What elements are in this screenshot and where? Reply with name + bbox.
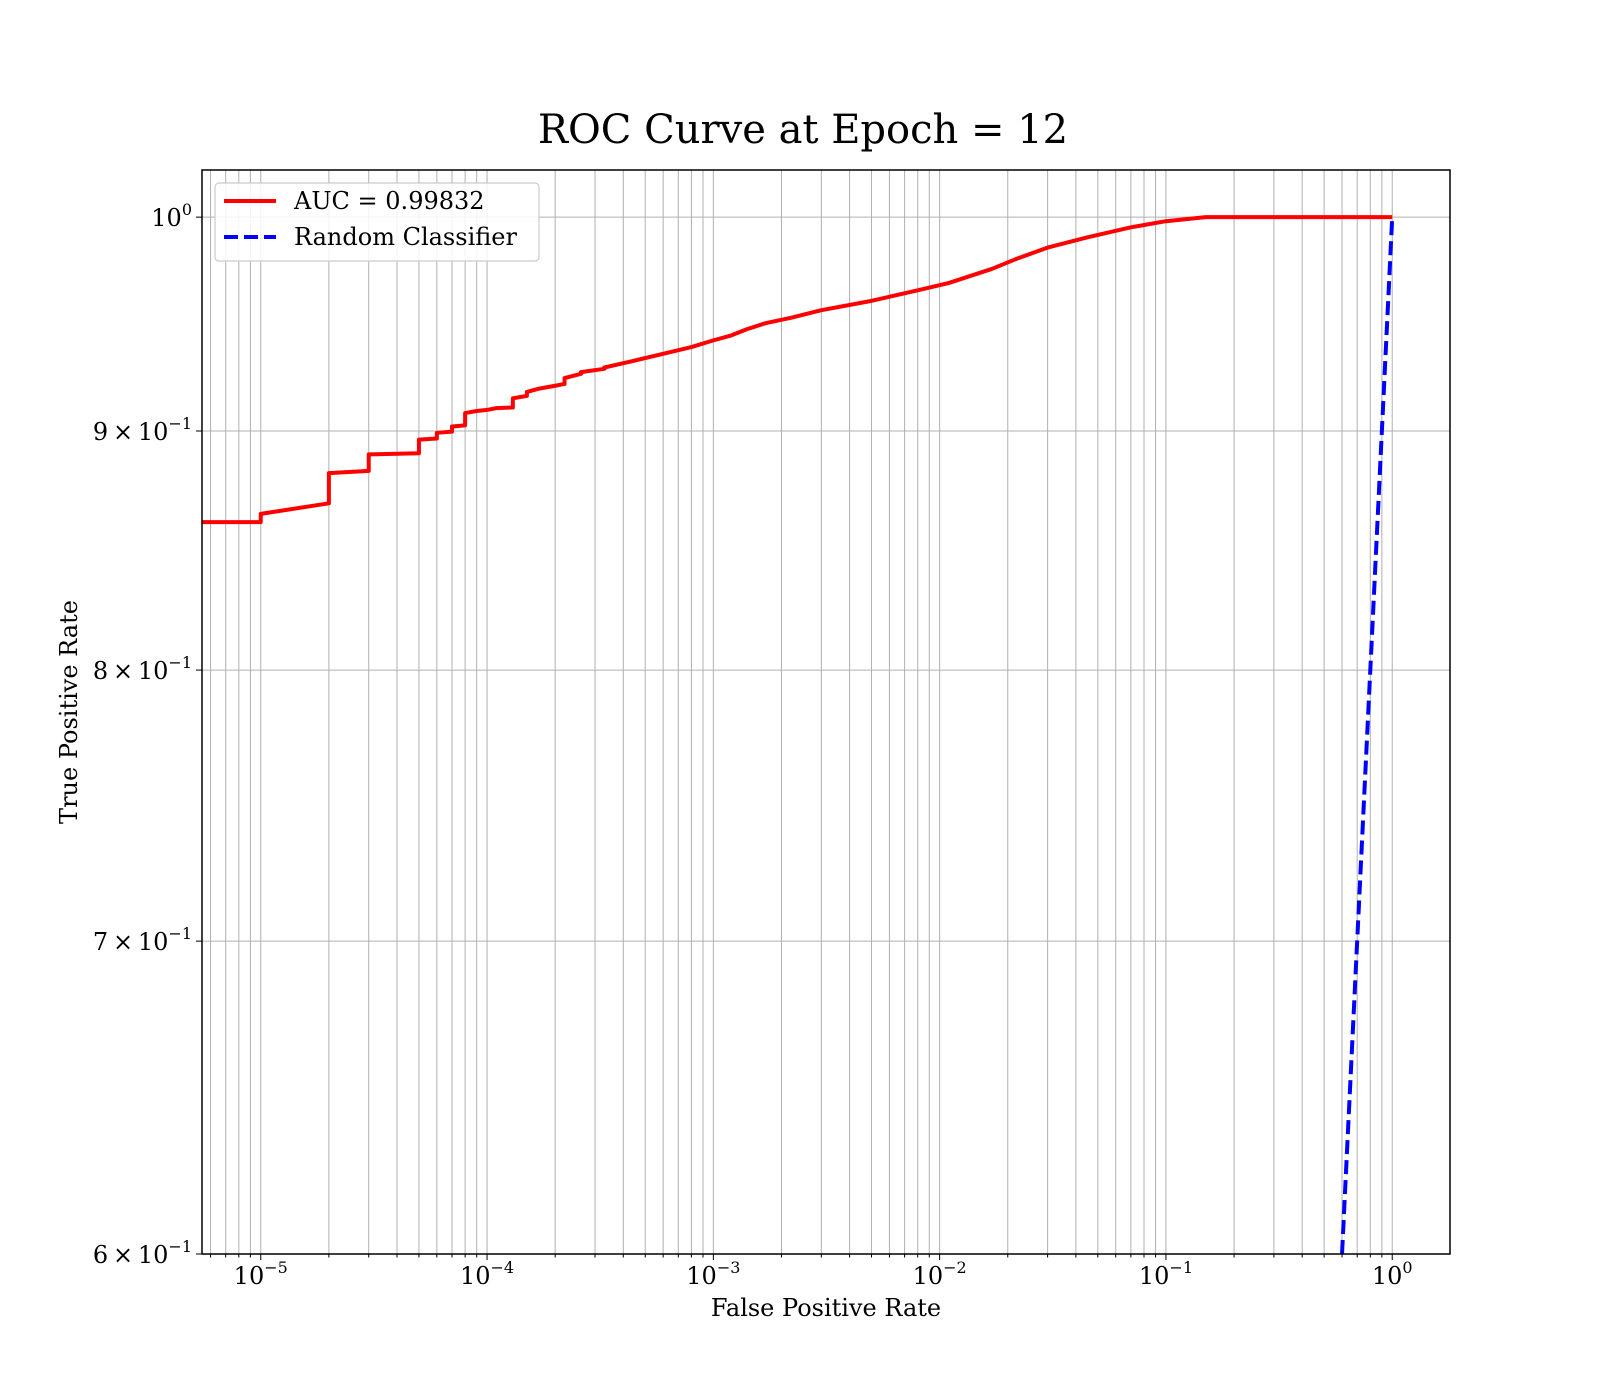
axis-ticks: 10−5 10−4 10−3 10−2 10−1 100 100 9 × 10−1 8 × 10… <box>93 200 1413 1290</box>
x-tick-label: 10−5 <box>234 1258 288 1290</box>
x-axis-label: False Positive Rate <box>711 1294 941 1322</box>
y-tick-label: 8 × 10−1 <box>93 653 192 685</box>
legend: AUC = 0.99832 Random Classifier <box>214 182 540 262</box>
x-tick-label: 10−3 <box>686 1258 740 1290</box>
x-tick-label: 10−1 <box>1139 1258 1193 1290</box>
plot-area <box>202 215 1395 1254</box>
roc-curve-line <box>202 215 1393 525</box>
legend-label-auc: AUC = 0.99832 <box>293 187 485 215</box>
plot-frame <box>201 169 1451 1255</box>
chart-title: ROC Curve at Epoch = 12 <box>538 107 1068 153</box>
x-tick-label: 10−4 <box>460 1258 514 1290</box>
x-tick-label: 100 <box>1372 1258 1413 1290</box>
y-axis-label: True Positive Rate <box>55 600 83 824</box>
legend-box <box>214 182 540 262</box>
y-tick-label: 100 <box>151 200 192 232</box>
grid-lines <box>202 170 1450 1255</box>
x-tick-label: 10−2 <box>913 1258 967 1290</box>
random-classifier-line <box>1340 217 1395 1254</box>
legend-label-random: Random Classifier <box>294 223 517 251</box>
y-tick-label: 9 × 10−1 <box>93 414 192 446</box>
y-tick-label: 7 × 10−1 <box>93 924 192 956</box>
series-layer <box>202 215 1395 1254</box>
y-tick-label: 6 × 10−1 <box>93 1237 192 1269</box>
